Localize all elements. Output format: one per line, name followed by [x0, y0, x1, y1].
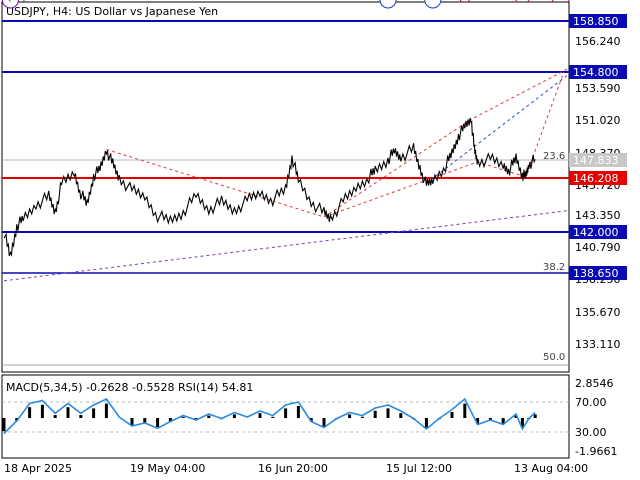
time-tick: 16 Jun 20:00 [258, 462, 328, 475]
price-axis: 156.240 153.590 151.020 148.370 145.720 … [575, 35, 621, 351]
macd-bar [296, 406, 300, 418]
macd-bar [143, 418, 147, 423]
macd-tick: -1.9661 [575, 445, 617, 458]
macd-bar [284, 408, 288, 418]
macd-bar [360, 416, 364, 418]
macd-bar [520, 418, 524, 428]
wave-labels: 4(C)12iii(i)(ii)(iii) [1, 0, 573, 9]
macd-bar [399, 413, 403, 418]
macd-bar [28, 407, 32, 418]
price-tick: 143.350 [575, 209, 621, 222]
level-tag-146208 [569, 171, 627, 185]
time-tick: 19 May 04:00 [130, 462, 205, 475]
fib-label-23-6: 23.6 [543, 151, 565, 162]
wave-i-blue-label: i [386, 0, 390, 4]
time-tick: 13 Aug 04:00 [514, 462, 588, 475]
level-tag-text: 142.000 [573, 226, 619, 239]
chart-symbol: USDJPY, H4: US Dollar vs Japanese Yen [6, 5, 218, 18]
wave-iii-red-label: (iii) [550, 0, 573, 4]
macd-axis: 2.8546 70.00 30.00 -1.9661 [575, 377, 617, 458]
level-tag-138650 [569, 266, 627, 280]
macd-bar [424, 418, 428, 428]
level-tag-142000 [569, 225, 627, 239]
macd-bar [450, 412, 454, 418]
macd-bar [232, 414, 236, 418]
macd-tick: 2.8546 [575, 377, 614, 390]
level-tag-text: 138.650 [573, 267, 619, 280]
wave-2-label: 2 [320, 0, 329, 4]
level-tag-text: 146.208 [573, 172, 619, 185]
macd-bar [66, 407, 70, 418]
timeframe-text: H4 [53, 5, 68, 18]
level-tag-158850 [569, 14, 627, 28]
price-tick: 135.670 [575, 306, 621, 319]
level-tag-147833 [569, 153, 627, 167]
level-tags: 158.850 154.800 147.833 146.208 142.000 … [569, 14, 627, 280]
level-tag-text: 154.800 [573, 66, 619, 79]
price-tick: 133.110 [575, 338, 621, 351]
macd-bar [373, 410, 377, 418]
macd-bar [386, 408, 390, 418]
macd-bar [40, 404, 44, 418]
macd-bar [533, 414, 537, 418]
projection-red-upper [323, 68, 568, 218]
macd-bar [463, 403, 467, 418]
macd-bar [156, 418, 160, 427]
price-tick: 140.790 [575, 241, 621, 254]
macd-bar [104, 403, 108, 418]
macd-bar [258, 413, 262, 418]
macd-bar [514, 415, 518, 418]
macd-tick: 30.00 [575, 426, 607, 439]
wave-i-blue-label-circle [379, 0, 397, 9]
macd-label: MACD(5,34,5) -0.2628 -0.5528 RSI(14) 54.… [6, 381, 253, 394]
wave-ii-red-label: (ii) [513, 0, 532, 4]
wave-c-label: (C) [6, 0, 27, 4]
macd-bar [79, 415, 83, 418]
trendline-purple [3, 210, 568, 282]
wave-i-red-label: (i) [457, 0, 472, 4]
fib-labels: 23.6 38.2 50.0 [543, 151, 565, 363]
level-tag-154800 [569, 65, 627, 79]
macd-bar [2, 418, 6, 432]
wave-4-label-circle [1, 0, 19, 9]
price-tick: 153.590 [575, 82, 621, 95]
macd-bar [309, 418, 313, 422]
description-text: US Dollar vs Japanese Yen [75, 5, 218, 18]
wave-ii-blue-label-circle [424, 0, 442, 9]
symbol-text: USDJPY [6, 5, 46, 18]
levels [2, 20, 569, 366]
macd-bar [348, 414, 352, 418]
wave-ii-blue-label: ii [429, 0, 437, 4]
time-tick: 18 Apr 2025 [4, 462, 72, 475]
macd-tick: 70.00 [575, 396, 607, 409]
macd-rsi-series [2, 397, 537, 435]
wave-4-label: 4 [6, 0, 15, 4]
wave-1-label: 1 [102, 0, 111, 4]
macd-bar [501, 418, 505, 424]
price-tick: 151.020 [575, 114, 621, 127]
price-series [3, 117, 536, 257]
level-tag-text: 147.833 [573, 154, 619, 167]
price-line [3, 117, 536, 257]
macd-bar [322, 418, 326, 427]
price-tick: 156.240 [575, 35, 621, 48]
level-tag-text: 158.850 [573, 15, 619, 28]
macd-bar [271, 416, 275, 418]
fib-label-50-0: 50.0 [543, 352, 565, 363]
macd-bar [168, 418, 172, 422]
macd-bar [207, 415, 211, 418]
time-axis: 18 Apr 2025 19 May 04:00 16 Jun 20:00 15… [4, 462, 588, 475]
time-tick: 15 Jul 12:00 [386, 462, 452, 475]
fib-label-38-2: 38.2 [543, 262, 565, 273]
macd-bar [130, 418, 134, 426]
macd-bar [181, 416, 185, 418]
macd-bar [92, 408, 96, 418]
macd-bar [476, 418, 480, 424]
macd-bar [53, 415, 57, 418]
rsi-line [3, 397, 536, 435]
